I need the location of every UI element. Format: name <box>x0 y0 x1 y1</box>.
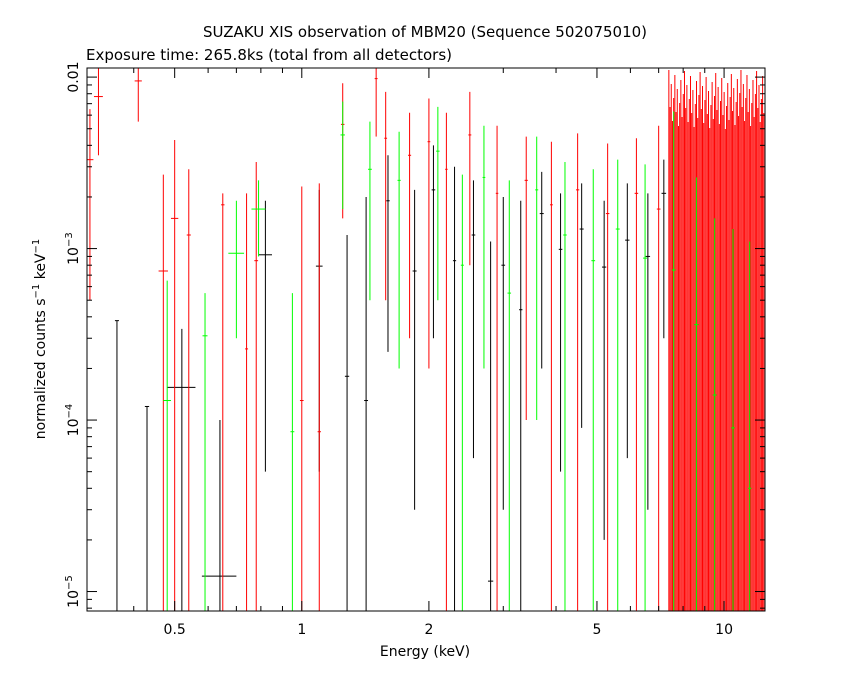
data-point <box>731 229 735 611</box>
data-point <box>290 293 295 611</box>
data-point <box>134 68 142 122</box>
data-point <box>436 106 440 301</box>
data-point <box>186 169 191 611</box>
y-tick-exponent: −5 <box>64 575 75 590</box>
data-point <box>487 241 494 611</box>
data-point <box>201 420 237 611</box>
data-point <box>397 131 401 369</box>
data-point <box>535 136 539 421</box>
data-point <box>258 200 272 472</box>
y-axis-label-mid: keV <box>33 253 49 284</box>
data-point <box>615 159 620 611</box>
data-point <box>501 196 506 510</box>
y-axis-label: normalized counts s−1 keV−1 <box>31 239 49 440</box>
y-tick-base: 10 <box>66 419 82 437</box>
data-point <box>460 174 464 611</box>
data-point <box>299 186 304 611</box>
x-tick-label: 5 <box>592 622 601 638</box>
data-point <box>468 91 472 266</box>
data-point <box>144 405 150 611</box>
data-point <box>634 138 639 611</box>
data-point <box>408 112 412 339</box>
data-point <box>575 133 580 611</box>
data-point <box>167 328 196 611</box>
data-point <box>445 112 448 611</box>
y-axis-label-pre: normalized counts s <box>33 298 49 439</box>
data-point <box>452 166 457 611</box>
chart-subtitle: Exposure time: 265.8ks (total from all d… <box>86 46 452 64</box>
data-point <box>549 141 553 611</box>
y-axis-label-sup1: −1 <box>31 284 42 299</box>
data-point <box>251 180 266 257</box>
data-point <box>712 218 717 611</box>
data-point <box>221 193 225 611</box>
data-point <box>87 109 94 301</box>
y-tick-label: 0.01 <box>66 62 82 93</box>
series-1 <box>87 68 661 611</box>
data-point <box>694 177 699 611</box>
data-point <box>482 125 486 369</box>
data-point <box>368 121 372 301</box>
y-tick-label: 10−4 <box>64 404 82 437</box>
data-point <box>643 164 648 611</box>
x-tick-label: 1 <box>297 622 306 638</box>
data-point <box>495 125 499 611</box>
series-2 <box>163 101 752 611</box>
plot-frame <box>86 67 766 612</box>
chart-title: SUZAKU XIS observation of MBM20 (Sequenc… <box>203 23 647 41</box>
data-point <box>471 180 476 459</box>
data-point <box>202 293 208 611</box>
data-point <box>228 200 245 339</box>
data-point <box>591 169 596 611</box>
data-point <box>374 68 378 137</box>
data-point <box>431 145 436 339</box>
data-point <box>170 139 179 611</box>
data-point <box>427 98 431 369</box>
data-point <box>340 101 345 210</box>
data-point <box>364 196 369 611</box>
data-point <box>579 183 584 428</box>
y-tick-base: 10 <box>66 247 82 265</box>
data-point <box>625 183 630 459</box>
series-0 <box>114 145 667 611</box>
data-point <box>254 161 259 611</box>
data-point <box>519 200 523 611</box>
y-tick-label: 10−5 <box>64 575 82 608</box>
y-tick-label: 10−3 <box>64 232 82 265</box>
y-tick-base: 10 <box>66 590 82 608</box>
data-point <box>563 161 567 611</box>
data-point <box>386 155 390 352</box>
x-tick-label: 10 <box>715 622 733 638</box>
data-point <box>344 235 350 611</box>
data-point <box>524 136 528 421</box>
data-point <box>384 91 388 301</box>
x-tick-label: 2 <box>424 622 433 638</box>
data-point <box>671 111 676 611</box>
data-point <box>656 125 661 611</box>
data-point <box>163 280 171 611</box>
x-axis-label: Energy (keV) <box>380 644 470 660</box>
data-point <box>114 320 119 611</box>
x-tick-label: 0.5 <box>164 622 186 638</box>
data-point <box>558 193 563 472</box>
data-point <box>645 193 651 510</box>
data-point <box>602 200 607 540</box>
data-layer <box>87 68 765 611</box>
data-point <box>748 241 752 611</box>
data-point <box>317 183 321 611</box>
y-tick-base: 0.01 <box>66 62 82 93</box>
data-point <box>245 193 249 611</box>
data-point <box>539 171 544 369</box>
data-point <box>507 180 512 611</box>
data-point <box>158 174 168 611</box>
data-point <box>412 189 417 510</box>
data-point <box>93 68 103 156</box>
y-tick-exponent: −3 <box>64 232 75 247</box>
y-axis-label-sup2: −1 <box>31 239 42 254</box>
y-tick-exponent: −4 <box>64 404 75 419</box>
data-point <box>605 143 610 611</box>
data-point <box>661 159 667 339</box>
